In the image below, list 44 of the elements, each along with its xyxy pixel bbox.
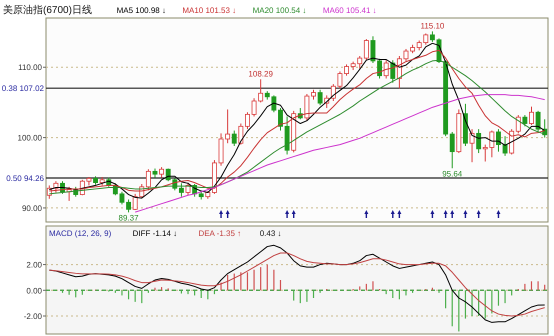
candlestick (384, 60, 389, 79)
candlestick (536, 110, 541, 132)
y-tick-label: 100.00 (18, 134, 43, 143)
y-tick-label: 2.00 (26, 260, 43, 270)
annotation: 115.10 (420, 21, 445, 30)
candlestick (146, 168, 151, 191)
candlestick (318, 89, 323, 106)
ref-line-label: 0.50 94.26 (6, 174, 45, 183)
candlestick (232, 130, 237, 147)
candlestick (357, 55, 362, 70)
candlestick (423, 32, 428, 46)
text: DIFF -1.14 ↓ (132, 229, 178, 238)
candlestick (186, 182, 190, 196)
candlestick (529, 106, 534, 126)
text: DEA -1.35 ↑ (198, 229, 242, 238)
line-series (134, 94, 546, 213)
candlestick (152, 168, 158, 178)
candlestick (364, 38, 369, 61)
y-tick-label: 0.00 (26, 286, 43, 296)
candlestick (159, 166, 164, 178)
candlestick (522, 114, 528, 127)
annotation: 95.64 (442, 169, 463, 178)
y-tick-label: 110.00 (18, 63, 43, 72)
line-series (48, 244, 546, 323)
candlestick (509, 128, 514, 155)
annotation: 0.43 ↓ (260, 229, 282, 238)
candlestick (470, 128, 474, 163)
chart-title: MACD (12, 26, 9) (49, 229, 112, 238)
ref-line-label: 0.38 107.02 (2, 84, 45, 94)
candlestick (166, 168, 171, 182)
text: MA10 101.53 ↓ (182, 6, 236, 15)
y-tick-label: -2.00 (24, 312, 43, 321)
annotation: 89.37 (118, 213, 140, 222)
annotation: 108.29 (248, 69, 274, 78)
candlestick (489, 130, 494, 158)
y-tick-label: 90.00 (22, 204, 43, 213)
chart-title: 美原油指(6700)日线 (3, 4, 92, 16)
text: MA60 105.41 ↓ (322, 6, 377, 15)
text: MA5 100.98 ↓ (116, 6, 166, 15)
candlestick (476, 128, 482, 154)
candlestick (450, 131, 455, 169)
candlestick (132, 193, 138, 211)
line-series (48, 252, 546, 316)
text: MA20 100.54 ↓ (252, 6, 306, 15)
